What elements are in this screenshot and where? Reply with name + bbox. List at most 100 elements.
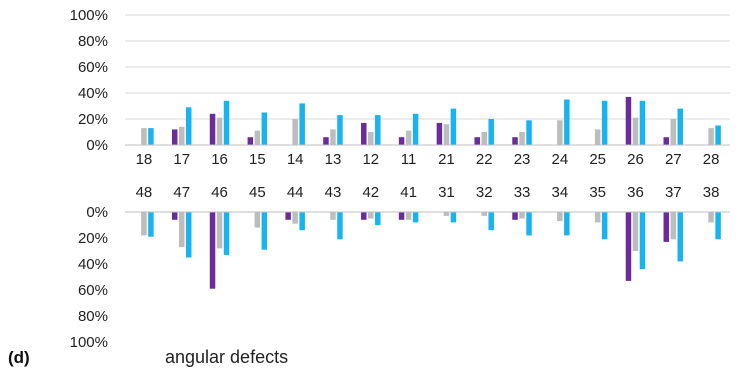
x-tick-label: 48 <box>136 184 153 201</box>
y-tick-label: 100% <box>70 334 108 351</box>
bar <box>632 212 639 251</box>
bar <box>443 212 450 216</box>
bar <box>209 212 216 289</box>
bar <box>299 103 305 145</box>
bar <box>368 212 374 219</box>
bar <box>292 119 298 145</box>
y-tick-label: 80% <box>78 308 108 325</box>
x-tick-label: 23 <box>514 151 531 168</box>
bar <box>708 128 714 145</box>
bar <box>337 212 343 240</box>
x-tick-label: 15 <box>249 151 266 168</box>
bar <box>625 96 632 145</box>
bar <box>171 129 178 145</box>
bar <box>670 119 677 145</box>
bar <box>337 115 343 145</box>
bar <box>261 212 268 250</box>
bar <box>512 137 518 145</box>
bar <box>625 212 632 281</box>
bar <box>261 112 268 145</box>
x-tick-label: 34 <box>552 184 569 201</box>
bar <box>632 117 639 145</box>
x-tick-label: 17 <box>173 151 190 168</box>
bar <box>323 137 329 145</box>
bar <box>141 212 147 236</box>
bar <box>254 130 261 145</box>
bar <box>488 119 494 145</box>
bar <box>141 128 147 145</box>
x-tick-label: 21 <box>438 151 455 168</box>
x-tick-label: 43 <box>325 184 342 201</box>
bar <box>677 108 684 145</box>
x-tick-label: 14 <box>287 151 304 168</box>
bar <box>412 113 419 145</box>
bar <box>412 212 419 223</box>
bar <box>677 212 684 262</box>
bar <box>443 124 450 145</box>
x-tick-label: 46 <box>211 184 228 201</box>
bar <box>368 132 374 145</box>
bar <box>481 132 487 145</box>
bar <box>512 212 518 220</box>
bar <box>361 212 367 220</box>
x-tick-label: 47 <box>173 184 190 201</box>
bar <box>639 212 646 270</box>
x-tick-label: 12 <box>362 151 379 168</box>
bar <box>670 212 677 240</box>
bar <box>474 137 480 145</box>
x-tick-label: 41 <box>400 184 417 201</box>
x-tick-label: 42 <box>362 184 379 201</box>
bar <box>361 122 367 145</box>
bar <box>557 120 563 145</box>
bar <box>223 100 230 145</box>
x-tick-label: 27 <box>665 151 682 168</box>
bar <box>488 212 494 231</box>
y-tick-label: 0% <box>86 204 108 221</box>
bar <box>171 212 178 220</box>
bar <box>436 122 443 145</box>
x-tick-label: 28 <box>703 151 720 168</box>
bar <box>185 107 192 145</box>
y-tick-label: 40% <box>78 85 108 102</box>
bar <box>330 129 336 145</box>
bar <box>185 212 192 258</box>
bar <box>405 130 412 145</box>
x-tick-label: 31 <box>438 184 455 201</box>
bar <box>178 126 185 145</box>
bar <box>663 137 670 145</box>
chart-caption: angular defects <box>165 347 288 367</box>
bar <box>223 212 230 255</box>
y-tick-label: 20% <box>78 230 108 247</box>
x-tick-label: 13 <box>325 151 342 168</box>
bar <box>398 212 405 220</box>
x-tick-label: 33 <box>514 184 531 201</box>
bar <box>481 212 487 216</box>
bar <box>209 113 216 145</box>
bar <box>148 212 154 237</box>
panel-label: (d) <box>8 348 30 367</box>
bar <box>254 212 261 228</box>
bar <box>594 129 601 145</box>
bar <box>526 212 532 236</box>
bar <box>375 212 381 225</box>
x-tick-label: 25 <box>589 151 606 168</box>
bar <box>330 212 336 220</box>
y-tick-label: 20% <box>78 111 108 128</box>
y-tick-label: 60% <box>78 282 108 299</box>
x-tick-label: 26 <box>627 151 644 168</box>
bar <box>405 212 412 220</box>
x-tick-label: 22 <box>476 151 493 168</box>
bar <box>639 100 646 145</box>
bar <box>519 212 525 219</box>
y-tick-label: 100% <box>70 7 108 24</box>
bar <box>708 212 714 223</box>
bar <box>148 128 154 145</box>
bar <box>715 212 721 240</box>
bar <box>216 117 223 145</box>
x-tick-label: 35 <box>589 184 606 201</box>
bar <box>450 108 457 145</box>
bar <box>285 212 291 220</box>
bar <box>564 99 570 145</box>
bar <box>450 212 457 223</box>
